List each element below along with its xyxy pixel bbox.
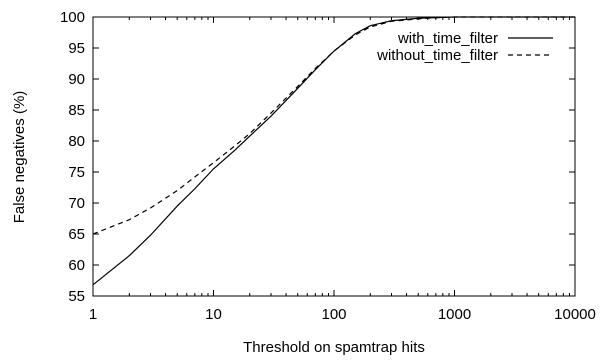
- legend-label: with_time_filter: [397, 30, 498, 47]
- y-tick-label: 60: [68, 257, 85, 274]
- x-tick-label: 100: [321, 306, 346, 323]
- y-tick-label: 85: [68, 102, 85, 119]
- x-tick-label: 10: [205, 306, 222, 323]
- y-axis-ticks: 55 60 65 70 75 80 85 90 95 100: [60, 9, 575, 305]
- series-line-without-time-filter: [92, 16, 575, 235]
- y-tick-label: 80: [68, 133, 85, 150]
- plot-frame: [92, 16, 576, 297]
- series-line-with-time-filter: [92, 16, 575, 286]
- y-tick-label: 95: [68, 40, 85, 57]
- x-tick-label: 1000: [438, 306, 471, 323]
- x-tick-label: 1: [89, 306, 97, 323]
- y-tick-label: 75: [68, 164, 85, 181]
- series-layer: [92, 16, 575, 286]
- y-axis-label: False negatives (%): [11, 91, 28, 224]
- legend-label: without_time_filter: [376, 47, 498, 64]
- y-tick-label: 100: [60, 9, 85, 26]
- x-axis-label: Threshold on spamtrap hits: [243, 339, 425, 356]
- y-tick-label: 65: [68, 226, 85, 243]
- y-tick-label: 70: [68, 195, 85, 212]
- y-tick-label: 90: [68, 71, 85, 88]
- x-axis-ticks: 1 10 100 1000 10000: [89, 17, 596, 323]
- x-tick-label: 10000: [554, 306, 596, 323]
- y-tick-label: 55: [68, 288, 85, 305]
